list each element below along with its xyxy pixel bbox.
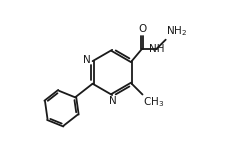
Text: N: N — [109, 96, 116, 106]
Text: CH$_3$: CH$_3$ — [143, 95, 164, 109]
Text: N: N — [83, 55, 91, 65]
Text: NH$_2$: NH$_2$ — [166, 25, 188, 38]
Text: NH: NH — [149, 44, 164, 54]
Text: O: O — [138, 24, 146, 34]
